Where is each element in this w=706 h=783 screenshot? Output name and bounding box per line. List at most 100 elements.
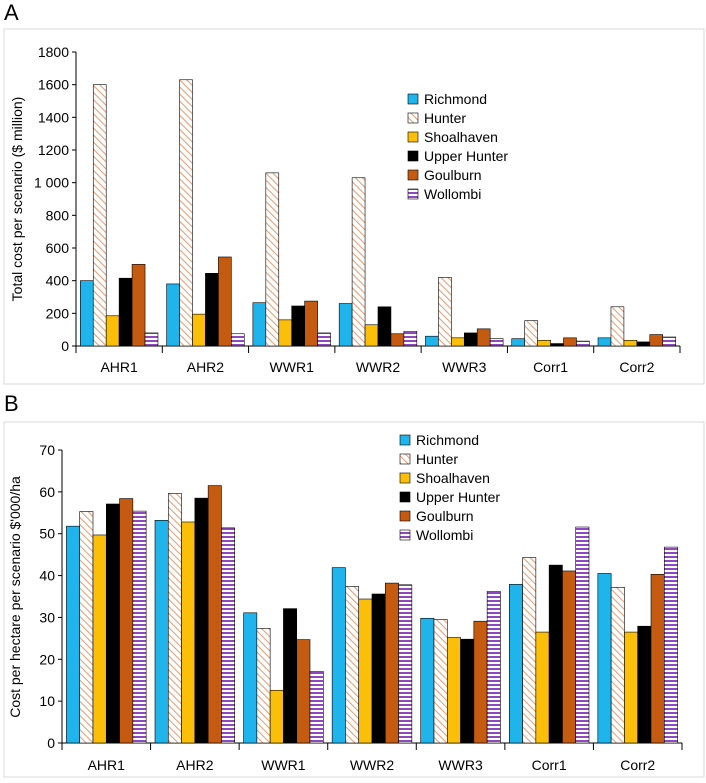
chart-b-bar-wollombi-wwr1	[309, 671, 324, 744]
chart-b-bar-upper-hunter-corr1	[548, 564, 563, 744]
chart-a-y-axis-label: Total cost per scenario ($ million)	[9, 97, 25, 302]
chart-b-bar-richmond-wwr2	[331, 567, 346, 744]
chart-a-bar-hunter-wwr1	[265, 172, 280, 347]
chart-b-x-tick-label: WWR3	[438, 757, 483, 773]
chart-a-y-tick-label: 800	[46, 207, 70, 223]
chart-a-bar-wollombi-corr1	[576, 340, 590, 347]
chart-a-bar-goulburn-ahr1	[131, 264, 146, 347]
chart-b-y-tick-label: 60	[39, 484, 55, 500]
chart-a-bar-richmond-wwr3	[425, 335, 439, 347]
chart-a-bar-upper-hunter-ahr2	[205, 273, 219, 347]
chart-a-legend-label-upper-hunter: Upper Hunter	[424, 148, 508, 164]
chart-a-bar-richmond-corr2	[597, 337, 612, 347]
chart-a-bar-upper-hunter-corr2	[636, 341, 651, 347]
chart-b-bar-shoalhaven-ahr1	[92, 534, 107, 744]
chart-a-y-tick-label: 1200	[38, 142, 69, 158]
chart-a-bar-hunter-wwr3	[438, 277, 452, 347]
chart-b-bar-wollombi-ahr2	[221, 527, 236, 744]
chart-a-legend-swatch-shoalhaven	[407, 131, 419, 143]
chart-a-legend-swatch-wollombi	[407, 188, 419, 200]
chart-b-bar-upper-hunter-wwr2	[371, 593, 386, 744]
chart-b-bar-upper-hunter-ahr2	[194, 497, 209, 744]
chart-a-y-tick-label: 1 000	[34, 175, 69, 191]
chart-a-legend-swatch-richmond	[407, 93, 419, 105]
chart-b: 0 10 20 30 40 50 60 70 Cost per hectare per scen…	[7, 432, 683, 773]
chart-a-bar-wollombi-ahr2	[231, 333, 245, 347]
chart-a-y-tick-label: 1800	[38, 44, 69, 60]
chart-a-bar-goulburn-corr2	[649, 334, 664, 347]
chart-a-bar-hunter-wwr2	[351, 177, 366, 347]
chart-b-bar-hunter-wwr2	[345, 586, 360, 744]
chart-b-legend-swatch-goulburn	[399, 510, 411, 522]
chart-b-x-tick-label: WWR2	[350, 757, 395, 773]
chart-a-bar-hunter-corr1	[524, 320, 538, 347]
chart-a-x-tick-label: WWR2	[356, 359, 401, 375]
chart-a-bar-shoalhaven-ahr2	[192, 313, 206, 347]
chart-b-bar-hunter-ahr1	[79, 511, 94, 744]
chart-b-y-tick-label: 70	[39, 442, 55, 458]
chart-a-y-tick-label: 600	[46, 240, 70, 256]
chart-a-y-tick-label: 0	[61, 338, 69, 354]
chart-b-bar-goulburn-ahr2	[207, 485, 222, 744]
chart-b-x-tick-label: AHR2	[176, 757, 214, 773]
chart-a-bar-goulburn-ahr2	[218, 256, 232, 347]
chart-b-legend-label-hunter: Hunter	[416, 451, 458, 467]
chart-a-legend-swatch-goulburn	[407, 169, 419, 181]
chart-a-x-tick-label: Corr1	[533, 359, 568, 375]
chart-b-y-tick-label: 20	[39, 651, 55, 667]
chart-b-bar-richmond-ahr2	[154, 520, 169, 744]
chart-a-frame	[3, 28, 705, 385]
chart-b-bar-richmond-wwr1	[243, 612, 258, 744]
chart-b-bar-hunter-corr2	[610, 586, 625, 744]
chart-a-bar-upper-hunter-wwr3	[463, 332, 478, 347]
chart-b-x-tick-label: Corr1	[532, 757, 567, 773]
chart-b-bar-shoalhaven-corr1	[535, 631, 550, 744]
chart-a-bar-wollombi-wwr2	[403, 330, 418, 347]
chart-a-bar-shoalhaven-corr2	[623, 339, 638, 347]
chart-a-bar-richmond-wwr2	[338, 303, 353, 347]
chart-a: 0 200 400 600 800 1 000 1200 1400 1600 1800 Total …	[9, 44, 681, 375]
chart-b-y-tick-label: 0	[47, 735, 55, 751]
chart-a-x-tick-label: AHR2	[187, 359, 225, 375]
chart-b-bar-upper-hunter-ahr1	[105, 503, 120, 744]
chart-b-frame	[3, 421, 705, 778]
chart-a-bar-upper-hunter-ahr1	[118, 277, 133, 347]
chart-b-bar-goulburn-wwr3	[473, 620, 488, 744]
chart-a-y-tick-label: 1600	[38, 77, 69, 93]
chart-b-bar-richmond-corr1	[508, 584, 523, 744]
chart-b-bar-richmond-corr2	[597, 573, 612, 744]
panel-label-b: B	[4, 391, 19, 416]
chart-b-bar-hunter-corr1	[522, 557, 537, 744]
chart-a-x-tick-label: Corr2	[619, 359, 654, 375]
chart-a-x-tick-label: WWR1	[270, 359, 315, 375]
chart-b-bar-wollombi-corr2	[663, 546, 678, 744]
chart-a-legend-swatch-hunter	[407, 112, 419, 124]
chart-b-legend-swatch-wollombi	[399, 529, 411, 541]
chart-a-legend-swatch-upper-hunter	[407, 150, 419, 162]
chart-b-legend-swatch-hunter	[399, 453, 411, 465]
chart-a-legend-label-richmond: Richmond	[424, 91, 487, 107]
chart-a-bar-goulburn-wwr1	[304, 300, 318, 347]
chart-a-bar-wollombi-corr2	[662, 336, 676, 347]
chart-b-x-tick-label: WWR1	[261, 757, 306, 773]
chart-a-legend-label-hunter: Hunter	[424, 110, 466, 126]
chart-b-y-tick-label: 40	[39, 568, 55, 584]
chart-a-y-tick-label: 1400	[38, 109, 69, 125]
chart-a-bar-goulburn-wwr2	[390, 333, 405, 347]
chart-b-bar-shoalhaven-wwr1	[269, 689, 284, 744]
chart-b-legend-label-upper-hunter: Upper Hunter	[416, 489, 500, 505]
chart-a-y-tick-label: 200	[46, 305, 70, 321]
chart-a-bar-richmond-wwr1	[252, 302, 267, 347]
chart-a-bar-shoalhaven-wwr2	[364, 324, 379, 347]
chart-a-bar-goulburn-wwr3	[476, 328, 491, 347]
chart-b-legend-swatch-upper-hunter	[399, 491, 411, 503]
chart-b-bar-hunter-wwr3	[433, 619, 448, 744]
chart-b-bar-upper-hunter-wwr1	[283, 608, 298, 744]
chart-b-legend-label-shoalhaven: Shoalhaven	[416, 470, 490, 486]
chart-b-legend-swatch-richmond	[399, 434, 411, 446]
chart-b-bar-shoalhaven-wwr2	[358, 598, 373, 744]
chart-b-bar-wollombi-wwr2	[398, 584, 413, 744]
chart-a-bar-shoalhaven-corr1	[537, 339, 551, 347]
chart-a-bar-shoalhaven-wwr3	[451, 337, 465, 347]
